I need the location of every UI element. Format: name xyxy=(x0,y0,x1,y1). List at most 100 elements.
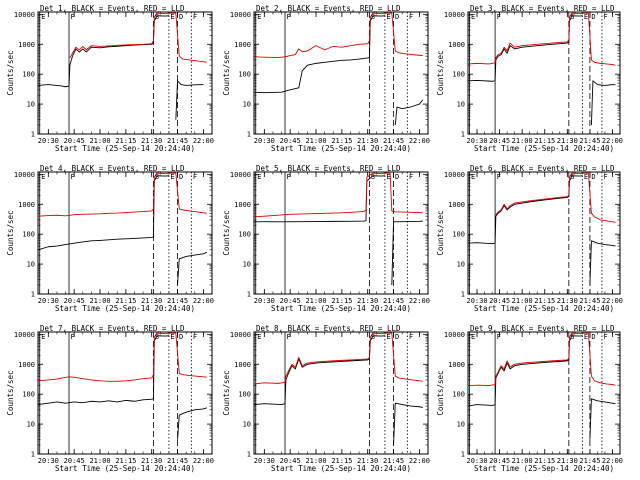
x-tick-label: 21:00 xyxy=(89,297,110,305)
event-marker-label: S xyxy=(570,333,574,341)
x-tick-label: 20:30 xyxy=(466,137,487,145)
x-tick-label: 20:30 xyxy=(254,297,275,305)
chart-title: Det 8, BLACK = Events, RED = LLD xyxy=(256,324,401,333)
plot-frame xyxy=(467,171,621,295)
event-marker-label: F xyxy=(71,333,75,341)
x-tick-label: 21:45 xyxy=(383,137,404,145)
event-marker-label: F xyxy=(409,333,413,341)
y-tick-label: 1 xyxy=(461,451,465,459)
x-tick-label: 22:00 xyxy=(193,457,214,465)
plot-frame xyxy=(253,171,429,295)
x-tick-label: 20:45 xyxy=(489,457,510,465)
x-tick-label: 20:30 xyxy=(466,297,487,305)
series-black-events-line xyxy=(590,80,616,126)
x-tick-label: 20:30 xyxy=(38,297,59,305)
event-marker-label: F xyxy=(497,173,501,181)
y-tick-label: 1000 xyxy=(448,361,465,369)
x-tick-label: 21:45 xyxy=(167,457,188,465)
event-marker-label: E xyxy=(170,173,174,181)
plot-frame xyxy=(253,11,429,135)
x-axis-label: Start Time (25-Sep-14 20:24:40) xyxy=(271,144,411,153)
x-tick-label: 22:00 xyxy=(602,137,623,145)
plot-area xyxy=(254,172,423,294)
event-marker-label: D xyxy=(179,13,183,21)
plot-area xyxy=(468,172,616,294)
chart-panel-det-9: Det 9, BLACK = Events, RED = LLD 1 10 100 10… xyxy=(436,324,623,473)
event-marker-label: D xyxy=(395,333,399,341)
event-marker-label: E xyxy=(386,13,390,21)
x-tick-label: 21:00 xyxy=(305,137,326,145)
series-black-events-line xyxy=(177,251,208,286)
event-marker-label: E xyxy=(471,173,475,181)
y-axis-label: Counts/sec xyxy=(436,210,445,255)
y-tick-label: 1 xyxy=(31,131,35,139)
y-tick-label: 1000 xyxy=(448,201,465,209)
series-black-events-line xyxy=(468,335,583,407)
series-black-events-line xyxy=(589,240,616,286)
x-tick-label: 21:00 xyxy=(89,457,110,465)
y-tick-label: 100 xyxy=(238,71,251,79)
event-marker-label: E xyxy=(257,173,261,181)
chart-panel-det-2: Det 2, BLACK = Events, RED = LLD 1 10 100 10… xyxy=(222,4,430,153)
x-tick-label: 21:15 xyxy=(331,457,352,465)
y-axis-label: Counts/sec xyxy=(6,370,15,415)
event-marker-label: F xyxy=(409,173,413,181)
event-marker-label: S xyxy=(371,13,375,21)
y-tick-label: 10000 xyxy=(230,11,251,19)
x-tick-label: 22:00 xyxy=(602,457,623,465)
y-tick-label: 10000 xyxy=(14,171,35,179)
chart-title: Det 1, BLACK = Events, RED = LLD xyxy=(40,4,185,13)
plot-frame xyxy=(37,171,213,295)
x-axis-label: Start Time (25-Sep-14 20:24:40) xyxy=(271,464,411,473)
event-marker-label: D xyxy=(395,173,399,181)
series-black-events-line xyxy=(254,15,385,94)
x-tick-label: 21:15 xyxy=(115,297,136,305)
series-red-lld-line xyxy=(69,12,207,63)
series-black-events-line xyxy=(589,398,616,440)
x-tick-label: 20:45 xyxy=(280,137,301,145)
x-tick-label: 21:45 xyxy=(579,457,600,465)
event-marker-label: F xyxy=(497,333,501,341)
x-tick-label: 21:30 xyxy=(357,457,378,465)
y-tick-label: 1000 xyxy=(234,201,251,209)
chart-title: Det 9, BLACK = Events, RED = LLD xyxy=(470,324,615,333)
x-tick-label: 21:00 xyxy=(512,457,533,465)
x-tick-label: 21:30 xyxy=(557,457,578,465)
event-marker-label: F xyxy=(193,173,197,181)
x-tick-label: 21:00 xyxy=(89,137,110,145)
event-marker-label: E xyxy=(584,333,588,341)
y-tick-label: 1 xyxy=(461,291,465,299)
event-marker-label: S xyxy=(570,173,574,181)
x-tick-label: 21:45 xyxy=(167,137,188,145)
y-tick-label: 100 xyxy=(238,231,251,239)
event-marker-label: F xyxy=(71,173,75,181)
plot-frame xyxy=(253,331,429,455)
chart-title: Det 5, BLACK = Events, RED = LLD xyxy=(256,164,401,173)
series-black-events-line xyxy=(254,175,385,223)
y-tick-label: 10000 xyxy=(230,171,251,179)
chart-panel-det-4: Det 4, BLACK = Events, RED = LLD 1 10 100 10… xyxy=(6,164,214,313)
y-tick-label: 1 xyxy=(31,451,35,459)
event-marker-label: S xyxy=(371,173,375,181)
x-tick-label: 21:30 xyxy=(557,137,578,145)
x-axis-label: Start Time (25-Sep-14 20:24:40) xyxy=(474,304,614,313)
y-axis-label: Counts/sec xyxy=(222,370,231,415)
y-tick-label: 1 xyxy=(247,131,251,139)
event-marker-label: F xyxy=(497,13,501,21)
y-tick-label: 1000 xyxy=(18,41,35,49)
chart-title: Det 7, BLACK = Events, RED = LLD xyxy=(40,324,185,333)
plot-frame xyxy=(37,11,213,135)
chart-panel-det-6: Det 6, BLACK = Events, RED = LLD 1 10 100 10… xyxy=(436,164,623,313)
y-tick-label: 10000 xyxy=(444,171,465,179)
event-marker-label: S xyxy=(155,333,159,341)
series-red-lld-line xyxy=(495,172,616,223)
series-black-events-line xyxy=(177,407,207,440)
y-tick-label: 1 xyxy=(31,291,35,299)
series-black-events-line xyxy=(391,220,423,286)
event-marker-label: D xyxy=(179,173,183,181)
event-marker-label: E xyxy=(386,333,390,341)
plot-area xyxy=(468,12,616,134)
x-tick-label: 20:45 xyxy=(280,457,301,465)
plot-area xyxy=(468,332,616,454)
event-marker-label: E xyxy=(386,173,390,181)
